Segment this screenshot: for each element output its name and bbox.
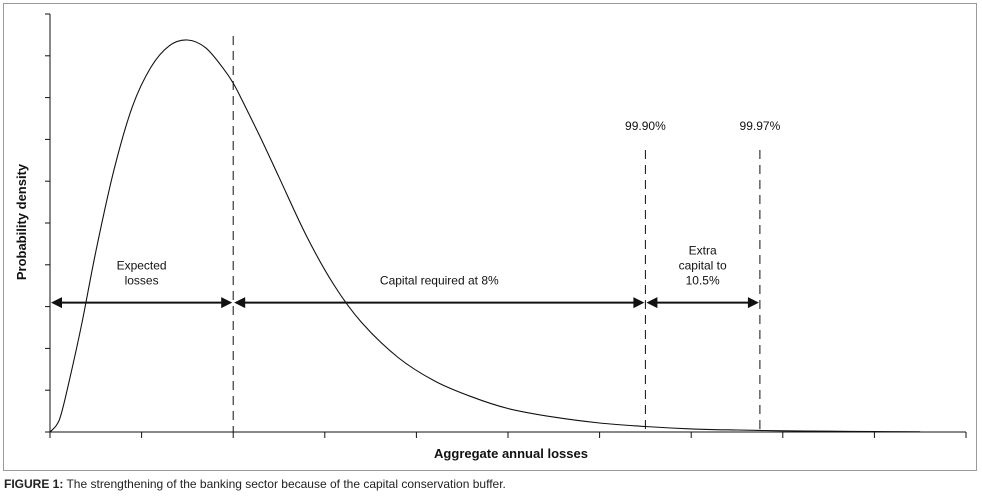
y-ticks [45,13,50,433]
arrow-head-left [51,297,62,309]
region-arrow [51,297,233,309]
region-label: capital to [679,259,727,273]
arrow-head-left [646,297,658,309]
region-label: 10.5% [686,274,720,288]
marker-label: 99.90% [625,119,666,133]
figure-frame [3,3,977,471]
region-label: Expected [117,259,167,273]
marker-label: 99.97% [740,119,781,133]
region-label: Capital required at 8% [380,274,499,288]
figure-caption: FIGURE 1: The strengthening of the banki… [4,477,506,491]
region-label: losses [125,274,159,288]
x-axis-title: Aggregate annual losses [434,446,588,461]
x-ticks [49,432,967,438]
region-label: Extra [689,244,717,258]
arrows [51,297,759,309]
y-axis-title: Probability density [14,163,29,280]
region-arrow [646,297,759,309]
arrow-head-right [747,297,759,309]
arrow-head-left [234,297,246,309]
density-curve [49,39,921,433]
axes [45,13,967,438]
arrow-head-right [221,297,233,309]
caption-prefix: FIGURE 1: [4,477,64,491]
arrow-head-right [633,297,645,309]
caption-text: The strengthening of the banking sector … [66,477,506,491]
markers: 99.90% 99.97% [232,36,781,432]
region-arrow [234,297,645,309]
